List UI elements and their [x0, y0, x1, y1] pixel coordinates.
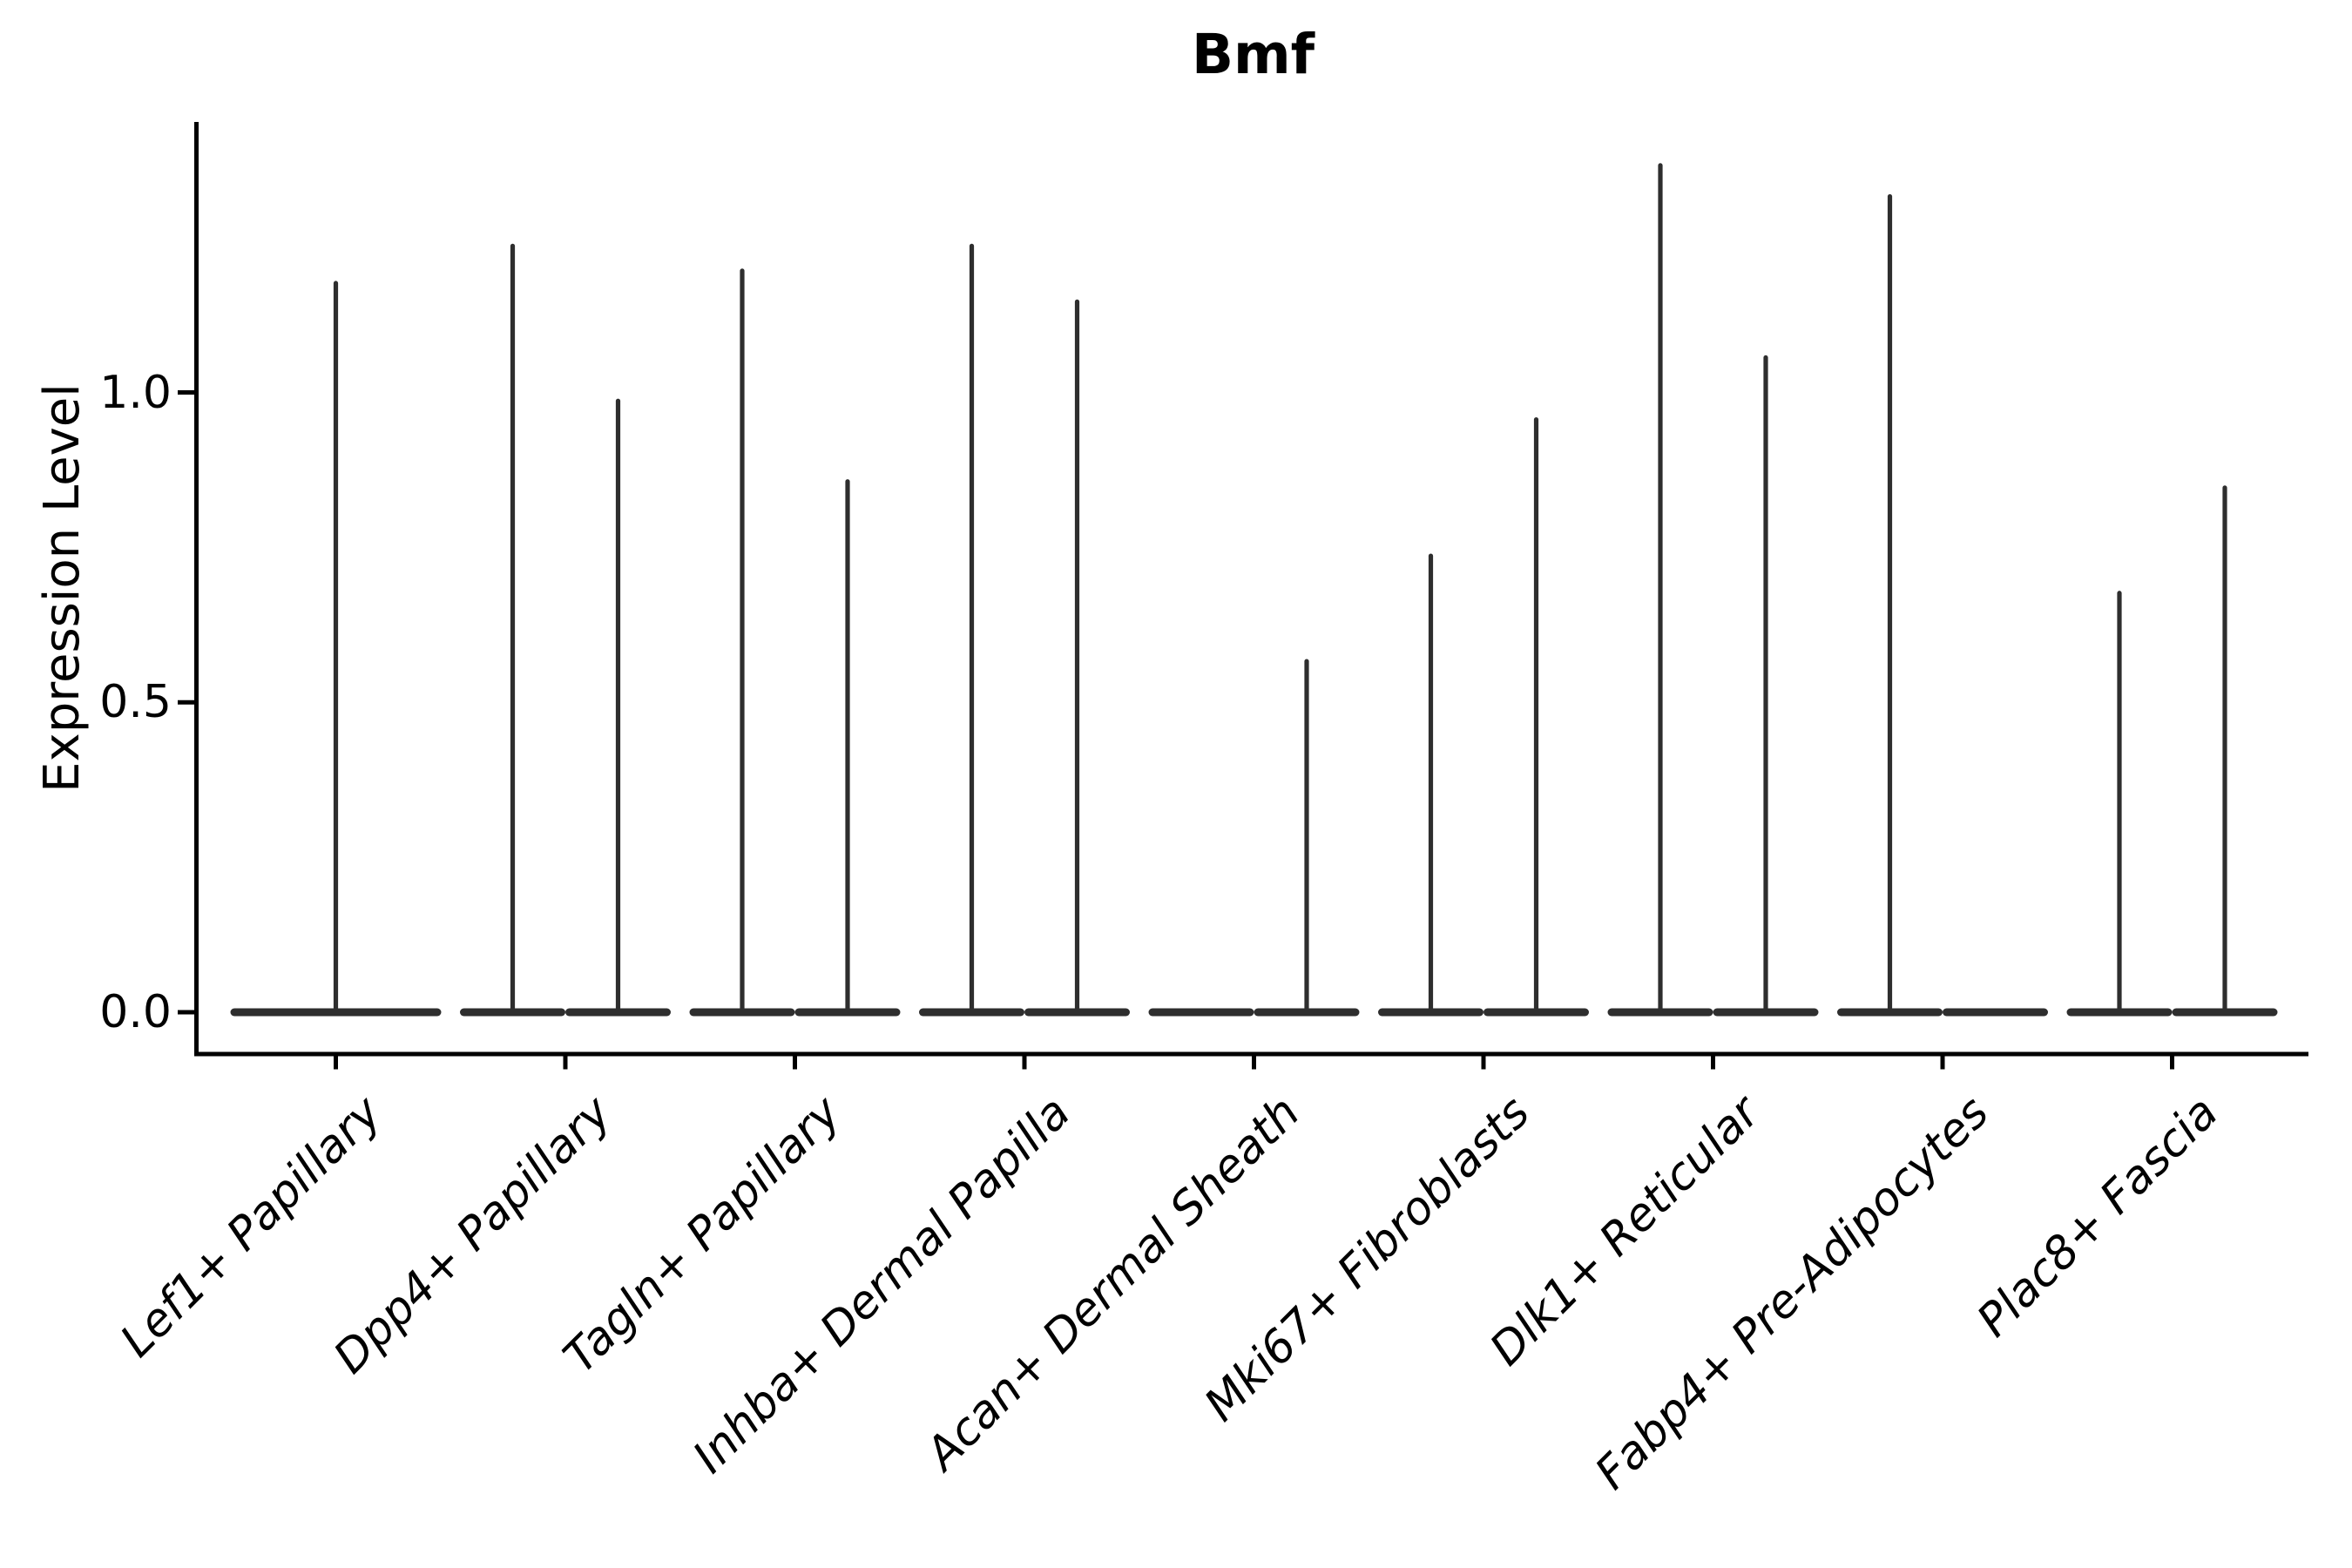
violin-spike	[2222, 485, 2227, 1012]
violin-spike	[1887, 193, 1893, 1012]
violin-spike	[333, 280, 339, 1012]
x-tick	[1481, 1056, 1486, 1070]
violin-spike	[845, 479, 850, 1012]
violin-spike	[615, 398, 621, 1012]
y-tick-label: 1.0	[99, 366, 172, 419]
y-tick	[178, 1010, 194, 1015]
x-tick	[1940, 1056, 1945, 1070]
violin-spike	[969, 243, 975, 1012]
violin-spike	[2117, 591, 2122, 1012]
x-tick	[1022, 1056, 1027, 1070]
y-tick-label: 0.0	[99, 986, 172, 1038]
x-tick	[1711, 1056, 1715, 1070]
violin-spike	[1304, 659, 1309, 1012]
x-tick	[793, 1056, 797, 1070]
violin-spike	[1763, 355, 1768, 1012]
x-tick	[334, 1056, 338, 1070]
x-tick	[1252, 1056, 1256, 1070]
violin-spike	[1533, 416, 1539, 1013]
violin-spike	[1428, 553, 1434, 1012]
violin-spike	[740, 268, 745, 1012]
y-tick-label: 0.5	[99, 676, 172, 729]
violin-base	[1148, 1008, 1254, 1017]
chart-title: Bmf	[1191, 23, 1315, 86]
violin-spike	[1658, 163, 1663, 1012]
x-tick	[2170, 1056, 2174, 1070]
violin-spike	[510, 243, 516, 1012]
y-axis-spine	[194, 122, 199, 1057]
y-tick	[178, 700, 194, 705]
y-tick	[178, 390, 194, 395]
x-tick	[563, 1056, 568, 1070]
violin-spike	[1074, 299, 1080, 1012]
x-axis-spine	[194, 1051, 2308, 1057]
violin-base	[1943, 1008, 2048, 1017]
